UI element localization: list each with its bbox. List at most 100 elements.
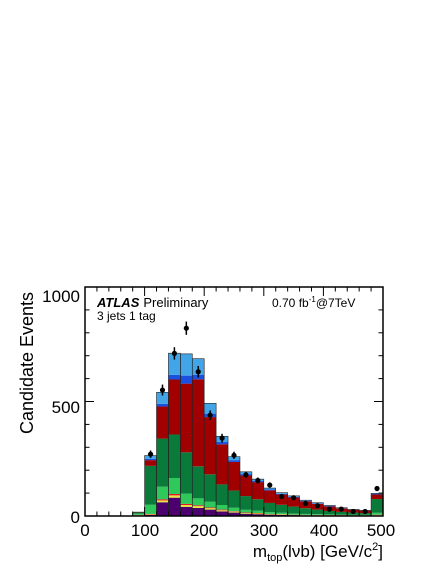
hist-bar-s6-b4: [180, 375, 193, 384]
hist-bar-s1-b4: [180, 505, 193, 507]
hist-bar-s7-b20: [371, 493, 383, 495]
hist-bar-s3-b16: [323, 514, 336, 516]
data-point-15: [326, 506, 332, 512]
hist-bar-s7-b3: [168, 353, 181, 375]
hist-bar-s6-b2: [156, 403, 169, 407]
hist-bar-s5-b11: [263, 490, 276, 503]
x-tick-500: 500: [367, 521, 395, 540]
hist-bar-s4-b1: [144, 465, 157, 505]
hist-bar-s0-b6: [204, 509, 217, 516]
hist-bar-s4-b4: [180, 452, 193, 494]
x-label-close: ]: [378, 542, 383, 561]
hist-bar-s3-b9: [239, 509, 252, 513]
x-tick-200: 200: [190, 521, 218, 540]
hist-bar-s1-b3: [168, 495, 181, 498]
x-tick-300: 300: [250, 521, 278, 540]
hist-bar-s4-b7: [216, 484, 229, 506]
hist-bar-s6-b3: [168, 374, 181, 380]
hist-bar-s5-b1: [144, 460, 157, 466]
data-point-1: [159, 387, 166, 393]
data-point-11: [279, 493, 285, 500]
hist-bar-s0-b5: [192, 507, 205, 516]
hist-bar-s4-b5: [192, 466, 205, 499]
data-point-18: [362, 508, 368, 515]
hist-bar-s3-b7: [216, 505, 229, 510]
hist-bar-s4-b0: [132, 512, 145, 514]
hist-bar-s0-b9: [239, 513, 252, 516]
hist-bar-s7-b4: [180, 353, 193, 376]
hist-bar-s3-b8: [228, 507, 240, 512]
x-tick-100: 100: [131, 521, 159, 540]
hist-bar-s5-b9: [239, 475, 252, 497]
data-point-5: [207, 412, 213, 418]
atlas-label: ATLAS Preliminary: [96, 295, 209, 310]
hist-bar-s4-b10: [251, 499, 264, 511]
hist-bar-s3-b14: [299, 513, 312, 515]
hist-bar-s5-b4: [180, 383, 193, 453]
hist-bar-s2-b7: [216, 509, 229, 511]
hist-bar-s1-b10: [251, 513, 264, 515]
hist-bar-s1-b7: [216, 510, 229, 512]
data-point-4: [195, 369, 201, 375]
hist-bar-s3-b15: [311, 514, 324, 515]
x-label-sup: 2: [372, 541, 378, 553]
hist-bar-s7-b15: [311, 502, 324, 504]
hist-bar-s0-b7: [216, 511, 229, 516]
x-label-sub: top: [267, 552, 282, 564]
hist-bar-s4-b15: [311, 509, 324, 515]
hist-bar-s7-b14: [299, 500, 312, 501]
hist-bar-s4-b17: [335, 511, 348, 515]
hist-bar-s0-b10: [251, 514, 264, 516]
atlas-logo-text: ATLAS: [96, 295, 140, 310]
x-tick-400: 400: [310, 521, 338, 540]
data-point-7: [231, 452, 237, 458]
data-point-14: [314, 503, 321, 509]
y-axis-label: Candidate Events: [17, 292, 37, 434]
hist-bar-s0-b3: [168, 497, 181, 516]
hist-bar-s3-b3: [168, 477, 181, 495]
hist-bar-s4-b9: [239, 496, 252, 510]
lumi-value: 0.70 fb: [272, 296, 309, 310]
hist-bar-s4-b8: [228, 490, 240, 508]
hist-bar-s3-b2: [156, 486, 169, 500]
hist-bar-s3-b13: [287, 513, 300, 515]
axis-ticks: [84, 286, 384, 517]
lumi-energy: @7TeV: [316, 296, 356, 310]
hist-bar-s3-b11: [263, 512, 276, 514]
hist-bar-s7-b6: [204, 403, 217, 414]
hist-bar-s3-b1: [144, 504, 157, 514]
y-tick-0: 0: [71, 508, 80, 527]
hist-bar-s6-b1: [144, 458, 157, 461]
hist-bar-s1-b5: [192, 506, 205, 508]
y-tick-1000: 1000: [42, 287, 80, 306]
data-point-9: [255, 477, 261, 484]
data-points: [147, 321, 380, 515]
hist-bar-s5-b13: [287, 497, 300, 507]
data-point-13: [302, 500, 309, 507]
hist-bar-s2-b5: [192, 505, 205, 507]
hist-bar-s5-b3: [168, 379, 181, 435]
x-label-paren: (lνb) [GeV/c: [282, 542, 372, 561]
hist-bar-s2-b2: [156, 499, 169, 501]
hist-bar-s4-b3: [168, 434, 181, 478]
hist-bar-s1-b2: [156, 500, 169, 503]
hist-bar-s2-b4: [180, 503, 193, 506]
hist-bar-s4-b12: [275, 504, 288, 513]
data-point-12: [291, 495, 297, 501]
preliminary-text: Preliminary: [143, 295, 209, 310]
hist-bar-s5-b12: [275, 494, 288, 505]
hist-bar-s3-b0: [132, 513, 145, 515]
hist-bar-s5-b7: [216, 444, 229, 485]
hist-bar-s6-b7: [216, 442, 229, 445]
lumi-exponent: -1: [309, 295, 317, 304]
hist-bar-s3-b6: [204, 501, 217, 508]
hist-bar-s5-b10: [251, 482, 264, 500]
data-point-2: [171, 350, 177, 357]
hist-bar-s4-b6: [204, 474, 217, 502]
hist-bar-s7-b2: [156, 392, 169, 404]
hist-bar-s2-b6: [204, 507, 217, 509]
hist-bar-s5-b20: [371, 494, 383, 500]
hist-bar-s1-b8: [228, 511, 240, 513]
hist-bar-s1-b6: [204, 508, 217, 510]
hist-bar-s3-b20: [371, 512, 383, 515]
